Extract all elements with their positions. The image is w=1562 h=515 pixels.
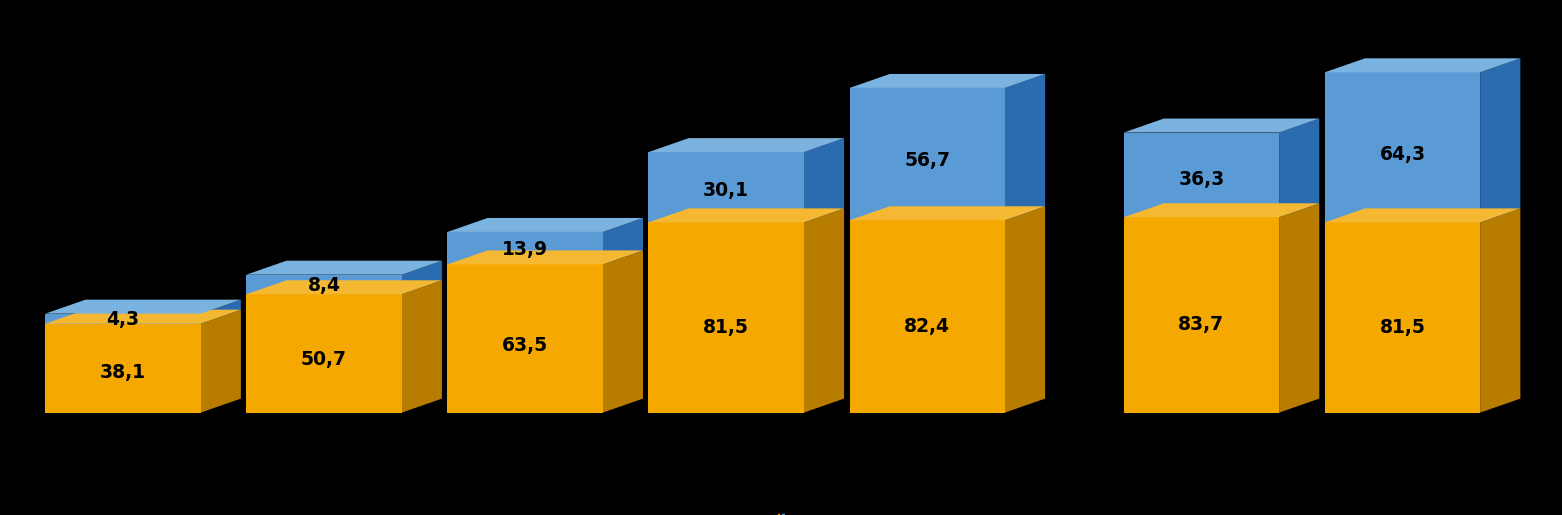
Polygon shape (200, 310, 241, 413)
Polygon shape (247, 261, 442, 274)
Text: 4,3: 4,3 (106, 310, 139, 329)
Polygon shape (200, 300, 241, 324)
Polygon shape (247, 274, 401, 294)
Text: 50,7: 50,7 (301, 350, 347, 369)
Polygon shape (603, 218, 644, 264)
Polygon shape (1325, 58, 1520, 72)
Polygon shape (401, 280, 442, 413)
Text: 81,5: 81,5 (703, 318, 750, 336)
Polygon shape (1279, 203, 1320, 413)
Text: 8,4: 8,4 (308, 276, 341, 295)
Polygon shape (850, 74, 1045, 88)
Text: 63,5: 63,5 (501, 336, 548, 355)
Text: 56,7: 56,7 (904, 151, 950, 170)
Text: 38,1: 38,1 (100, 363, 145, 382)
Polygon shape (247, 280, 442, 294)
Polygon shape (804, 209, 843, 413)
Polygon shape (1123, 203, 1320, 217)
Polygon shape (1004, 74, 1045, 220)
Polygon shape (1279, 118, 1320, 217)
Polygon shape (1123, 118, 1320, 132)
Polygon shape (247, 294, 401, 413)
Text: 83,7: 83,7 (1178, 315, 1225, 334)
Polygon shape (850, 220, 1004, 413)
Polygon shape (1123, 132, 1279, 217)
Polygon shape (648, 209, 843, 222)
Polygon shape (45, 314, 200, 324)
Polygon shape (648, 152, 804, 222)
Polygon shape (1481, 58, 1520, 222)
Text: 82,4: 82,4 (904, 317, 950, 336)
Polygon shape (804, 138, 843, 222)
Text: 13,9: 13,9 (501, 241, 548, 260)
Polygon shape (45, 310, 241, 324)
Polygon shape (447, 218, 644, 232)
Polygon shape (1481, 209, 1520, 413)
Polygon shape (850, 88, 1004, 220)
Polygon shape (1325, 222, 1481, 413)
Text: 30,1: 30,1 (703, 181, 750, 200)
Polygon shape (850, 207, 1045, 220)
Polygon shape (447, 264, 603, 413)
Polygon shape (1123, 217, 1279, 413)
Polygon shape (447, 232, 603, 264)
Polygon shape (447, 250, 644, 264)
Polygon shape (1004, 207, 1045, 413)
Text: 36,3: 36,3 (1178, 169, 1225, 188)
Polygon shape (1325, 209, 1520, 222)
Polygon shape (45, 300, 241, 314)
Polygon shape (648, 222, 804, 413)
Polygon shape (1325, 72, 1481, 222)
Text: 81,5: 81,5 (1379, 318, 1426, 336)
Polygon shape (45, 324, 200, 413)
Polygon shape (648, 138, 843, 152)
Text: 64,3: 64,3 (1379, 145, 1426, 164)
Polygon shape (603, 250, 644, 413)
Legend: , : , (776, 513, 786, 515)
Polygon shape (401, 261, 442, 294)
